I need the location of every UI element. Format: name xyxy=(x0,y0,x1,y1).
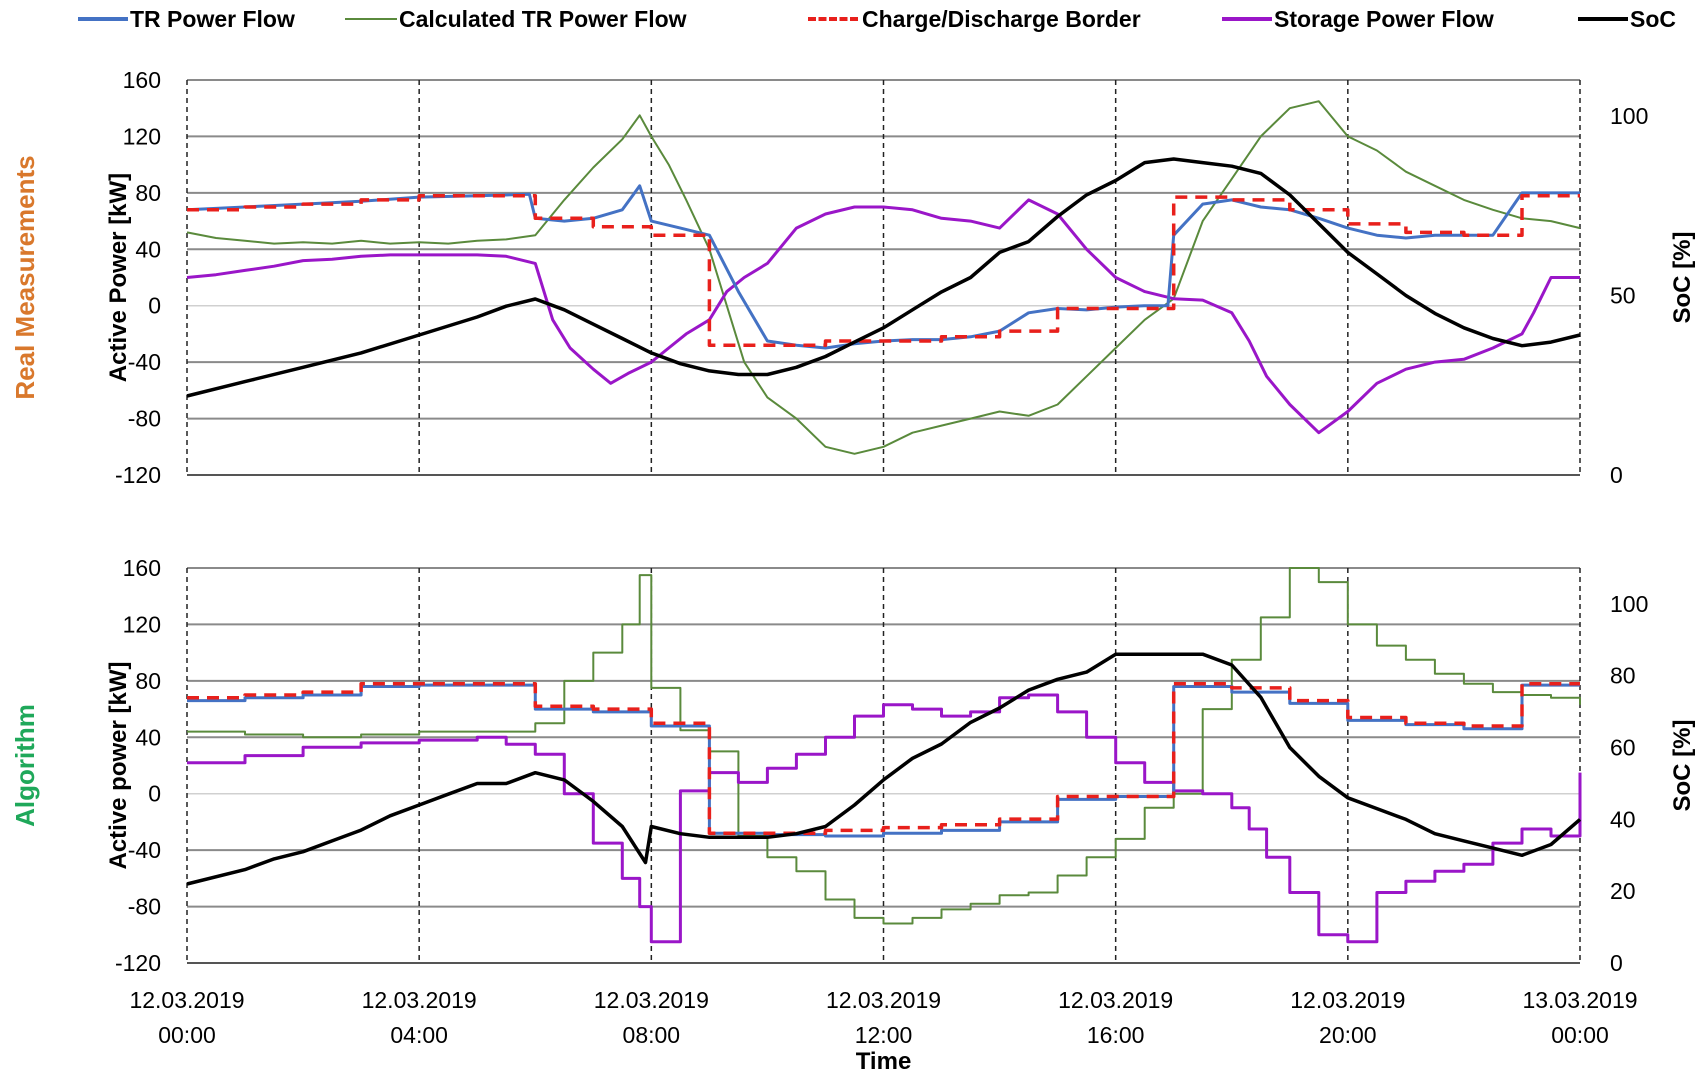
real-y-tick-label: 160 xyxy=(123,67,161,93)
x-axis-title: Time xyxy=(856,1048,912,1075)
algo-y2-tick-label: 0 xyxy=(1610,950,1623,976)
algo-series-storage-power-flow xyxy=(187,693,1582,944)
legend-swatch-border xyxy=(808,17,858,21)
real-panel-label: Real Measurements xyxy=(10,155,40,399)
x-tick-time-label: 16:00 xyxy=(1087,1022,1145,1048)
legend-label-border: Charge/Discharge Border xyxy=(862,5,1141,32)
algo-y-tick-label: 80 xyxy=(135,668,161,694)
algo-y2-tick-label: 80 xyxy=(1610,663,1636,689)
legend-item-tr-power-flow: TR Power Flow xyxy=(78,4,295,34)
algo-y-tick-label: -40 xyxy=(128,837,161,863)
real-y-axis-title: Active Power [kW] xyxy=(105,173,132,382)
x-tick-time-label: 00:00 xyxy=(158,1022,216,1048)
real-y2-tick-label: 0 xyxy=(1610,462,1623,488)
real-series-calculated-tr-power-flow xyxy=(186,100,1581,455)
real-y-tick-label: 120 xyxy=(123,123,161,149)
legend-item-storage-power-flow: Storage Power Flow xyxy=(1222,4,1494,34)
algo-y2-axis-title: SoC [%] xyxy=(1669,720,1696,812)
real-y2-axis-title: SoC [%] xyxy=(1669,232,1696,324)
legend-label-tr: TR Power Flow xyxy=(130,5,295,32)
algo-y-tick-label: 0 xyxy=(148,781,161,807)
x-tick-time-label: 12:00 xyxy=(855,1022,913,1048)
legend-item-calculated-tr-power-flow: Calculated TR Power Flow xyxy=(345,4,687,34)
legend-swatch-storage xyxy=(1222,17,1272,21)
legend-swatch-calc xyxy=(345,18,397,20)
algo-y2-tick-label: 40 xyxy=(1610,806,1636,832)
algo-y-tick-label: -120 xyxy=(115,950,161,976)
x-tick-time-label: 00:00 xyxy=(1551,1022,1609,1048)
x-tick-date-label: 12.03.2019 xyxy=(362,987,477,1013)
algo-y-tick-label: 120 xyxy=(123,611,161,637)
algo-y-tick-label: 40 xyxy=(135,724,161,750)
legend-swatch-tr xyxy=(78,17,128,21)
real-series-storage-power-flow xyxy=(186,198,1580,435)
x-tick-date-label: 12.03.2019 xyxy=(1058,987,1173,1013)
real-y-tick-label: 80 xyxy=(135,180,161,206)
legend-item-charge-discharge-border: Charge/Discharge Border xyxy=(808,4,1141,34)
x-tick-time-label: 04:00 xyxy=(390,1022,448,1048)
real-y2-tick-label: 100 xyxy=(1610,103,1648,129)
algo-y-axis-title: Active power [kW] xyxy=(105,661,132,869)
x-tick-date-label: 12.03.2019 xyxy=(1290,987,1405,1013)
algo-series-charge-discharge-border xyxy=(187,681,1580,835)
algo-y-tick-label: -80 xyxy=(128,894,161,920)
algo-series-tr-power-flow xyxy=(187,683,1580,838)
algo-y-tick-label: 160 xyxy=(123,555,161,581)
x-tick-date-label: 12.03.2019 xyxy=(594,987,709,1013)
real-y-tick-label: 40 xyxy=(135,236,161,262)
algo-series-calculated-tr-power-flow xyxy=(187,567,1581,925)
algo-y2-tick-label: 60 xyxy=(1610,735,1636,761)
algo-y2-tick-label: 100 xyxy=(1610,591,1648,617)
algo-series-soc xyxy=(186,652,1582,886)
real-y2-tick-label: 50 xyxy=(1610,282,1636,308)
legend-label-calc: Calculated TR Power Flow xyxy=(399,5,687,32)
real-y-tick-label: -120 xyxy=(115,462,161,488)
legend-label-storage: Storage Power Flow xyxy=(1274,5,1494,32)
real-y-tick-label: -40 xyxy=(128,349,161,375)
algo-panel-label: Algorithm xyxy=(10,704,40,827)
algo-y2-tick-label: 20 xyxy=(1610,878,1636,904)
legend-item-soc: SoC xyxy=(1578,4,1676,34)
x-tick-date-label: 12.03.2019 xyxy=(826,987,941,1013)
real-y-tick-label: 0 xyxy=(148,293,161,319)
chart-legend: TR Power Flow Calculated TR Power Flow C… xyxy=(0,0,1704,40)
real-series-charge-discharge-border xyxy=(187,193,1580,347)
x-tick-time-label: 20:00 xyxy=(1319,1022,1377,1048)
x-tick-time-label: 08:00 xyxy=(623,1022,681,1048)
legend-swatch-soc xyxy=(1578,17,1628,21)
real-series-soc xyxy=(186,157,1581,398)
x-tick-date-label: 13.03.2019 xyxy=(1522,987,1637,1013)
real-y-tick-label: -80 xyxy=(128,406,161,432)
x-tick-date-label: 12.03.2019 xyxy=(129,987,244,1013)
legend-label-soc: SoC xyxy=(1630,5,1676,32)
